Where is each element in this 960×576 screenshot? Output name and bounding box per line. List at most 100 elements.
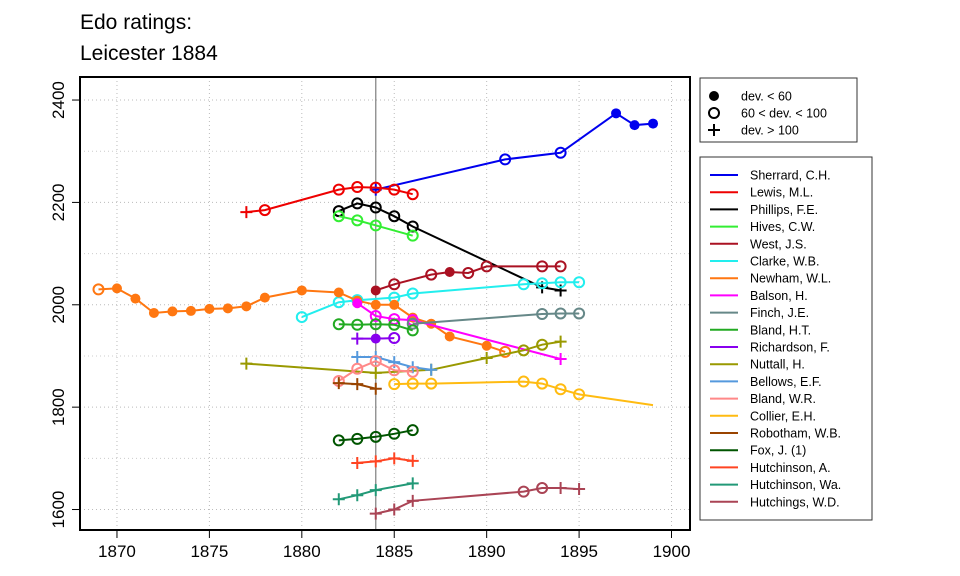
data-point-richardson-f-0 xyxy=(351,332,364,345)
data-point-clarke-w-b-7 xyxy=(554,276,567,289)
data-point-newham-w-l-2 xyxy=(130,293,141,304)
data-point-hives-c-w-2 xyxy=(369,219,382,232)
x-tick-label-1890: 1890 xyxy=(468,542,506,561)
series-line-bland-h-t xyxy=(338,323,413,332)
data-point-west-j-s-3 xyxy=(444,267,455,278)
legend-label-bland-h-t: Bland, H.T. xyxy=(750,323,811,337)
marker-legend-box xyxy=(699,77,858,143)
data-point-hutchings-w-d-6 xyxy=(573,483,586,496)
series-legend: Sherrard, C.H. Lewis, M.L. Phillips, F.E. H… xyxy=(699,156,873,521)
data-point-hutchinson-a-2 xyxy=(388,452,401,465)
series-line-hives-c-w xyxy=(338,215,413,237)
legend-label-richardson-f: Richardson, F. xyxy=(750,341,830,355)
series-lewis-m-l xyxy=(240,181,419,219)
data-point-nuttall-h-3 xyxy=(480,352,493,365)
data-point-balson-h-4 xyxy=(554,353,567,366)
legend-label-west-j-s: West, J.S. xyxy=(750,237,807,251)
series-finch-j-e xyxy=(406,307,586,330)
marker-legend-label-plus: dev. > 100 xyxy=(741,124,799,138)
data-point-newham-w-l-5 xyxy=(185,305,196,316)
data-point-nuttall-h-5 xyxy=(536,338,549,351)
data-point-clarke-w-b-8 xyxy=(573,276,586,289)
marker-legend-label-circle: 60 < dev. < 100 xyxy=(741,107,827,121)
y-tick-label-2000: 2000 xyxy=(49,286,68,324)
series-line-hutchinson-a xyxy=(357,457,413,464)
data-point-phillips-f-e-2 xyxy=(369,201,382,214)
data-point-phillips-f-e-3 xyxy=(388,210,401,223)
data-point-bland-w-r-1 xyxy=(351,362,364,375)
data-point-hutchinson-a-1 xyxy=(369,455,382,468)
data-point-hutchinson-wa-0 xyxy=(332,493,345,506)
y-tick-label-2400: 2400 xyxy=(49,81,68,119)
series-bland-h-t xyxy=(332,318,419,337)
series-balson-h xyxy=(352,298,567,366)
data-point-phillips-f-e-1 xyxy=(351,197,364,210)
data-point-hives-c-w-0 xyxy=(332,210,345,223)
data-point-hutchinson-a-0 xyxy=(351,456,364,469)
series-line-balson-h xyxy=(356,302,561,360)
series-line-finch-j-e xyxy=(412,312,580,325)
data-point-finch-j-e-0 xyxy=(406,317,419,330)
series-line-lewis-m-l xyxy=(246,186,413,214)
series-hutchings-w-d xyxy=(369,482,586,520)
data-point-nuttall-h-6 xyxy=(554,335,567,348)
series-line-bland-w-r xyxy=(338,360,413,382)
data-point-newham-w-l-19 xyxy=(499,345,512,358)
marker-legend-symbol-circle xyxy=(708,107,720,119)
data-point-bland-w-r-4 xyxy=(406,365,419,378)
data-point-sherrard-c-h-4 xyxy=(629,120,640,131)
data-point-richardson-f-2 xyxy=(388,332,401,345)
data-point-lewis-m-l-1 xyxy=(258,204,271,217)
data-point-newham-w-l-7 xyxy=(222,303,233,314)
legend-label-robotham-w-b: Robotham, W.B. xyxy=(750,427,841,441)
data-point-bellows-e-f-0 xyxy=(351,350,364,363)
data-point-newham-w-l-10 xyxy=(296,285,307,296)
series-bland-w-r xyxy=(332,355,419,388)
data-point-newham-w-l-18 xyxy=(481,340,492,351)
grid-layer xyxy=(80,77,690,530)
legend-label-balson-h: Balson, H. xyxy=(750,289,808,303)
marker-legend-symbol-dot xyxy=(709,91,719,101)
data-point-nuttall-h-1 xyxy=(369,366,382,379)
data-point-bland-w-r-3 xyxy=(388,364,401,377)
data-point-hutchinson-wa-1 xyxy=(351,489,364,502)
data-point-robotham-w-b-1 xyxy=(351,378,364,391)
data-point-phillips-f-e-0 xyxy=(332,205,345,218)
series-fox-j-1 xyxy=(332,424,419,447)
series-layer xyxy=(92,108,659,520)
marker-legend-symbol-plus xyxy=(708,124,720,136)
y-tick-label-1600: 1600 xyxy=(49,491,68,529)
data-point-west-j-s-4 xyxy=(462,267,475,280)
data-point-west-j-s-6 xyxy=(536,260,549,273)
series-hutchinson-a xyxy=(351,452,419,469)
data-point-finch-j-e-3 xyxy=(573,307,586,320)
series-line-collier-e-h xyxy=(394,380,654,407)
data-point-bland-h-t-0 xyxy=(332,318,345,331)
series-legend-box xyxy=(699,156,873,521)
data-point-sherrard-c-h-3 xyxy=(611,108,622,119)
data-point-newham-w-l-3 xyxy=(148,307,159,318)
legend-label-hutchinson-wa: Hutchinson, Wa. xyxy=(750,478,841,492)
data-point-newham-w-l-9 xyxy=(259,292,270,303)
marker-legend-label-dot: dev. < 60 xyxy=(741,90,792,104)
data-point-clarke-w-b-0 xyxy=(295,311,308,324)
data-point-fox-j-1-1 xyxy=(351,432,364,445)
data-point-west-j-s-1 xyxy=(388,278,401,291)
data-point-sherrard-c-h-1 xyxy=(499,153,512,166)
marker-legend: dev. < 60 60 < dev. < 100 dev. > 100 xyxy=(699,77,858,143)
chart-title-line-1: Edo ratings: xyxy=(80,11,192,34)
data-point-hutchings-w-d-3 xyxy=(517,485,530,498)
data-point-sherrard-c-h-2 xyxy=(554,146,567,159)
legend-label-hutchings-w-d: Hutchings, W.D. xyxy=(750,495,840,509)
data-point-fox-j-1-3 xyxy=(388,427,401,440)
data-point-newham-w-l-17 xyxy=(444,331,455,342)
data-point-lewis-m-l-6 xyxy=(406,188,419,201)
data-point-newham-w-l-6 xyxy=(204,303,215,314)
x-tick-label-1870: 1870 xyxy=(98,542,136,561)
series-nuttall-h xyxy=(240,335,567,379)
legend-label-clarke-w-b: Clarke, W.B. xyxy=(750,255,819,269)
series-line-sherrard-c-h xyxy=(375,112,654,191)
data-point-newham-w-l-8 xyxy=(241,301,252,312)
data-point-newham-w-l-14 xyxy=(389,299,400,310)
legend-label-hives-c-w: Hives, C.W. xyxy=(750,220,815,234)
